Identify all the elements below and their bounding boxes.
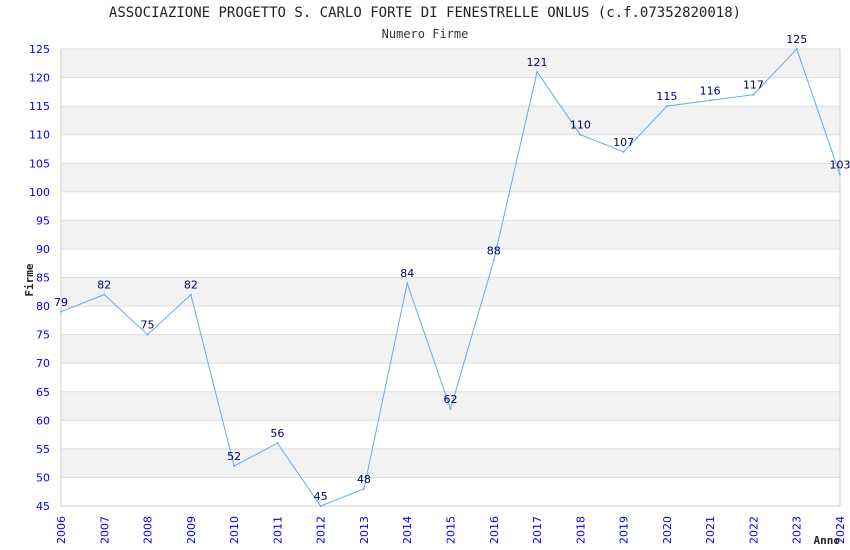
x-tick-label: 2013 (358, 516, 371, 544)
grid-band (61, 277, 840, 307)
data-label: 110 (570, 119, 591, 132)
data-point (795, 48, 798, 50)
data-label: 79 (54, 296, 68, 309)
x-tick-label: 2015 (445, 516, 458, 544)
y-tick-label: 80 (36, 300, 50, 313)
data-point (319, 505, 322, 507)
x-tick-label: 2023 (791, 516, 804, 544)
y-tick-label: 85 (36, 272, 50, 285)
y-tick-label: 100 (29, 186, 50, 199)
grid-band (61, 163, 840, 192)
data-point (146, 333, 149, 336)
x-tick-label: 2022 (747, 516, 760, 544)
data-point (449, 407, 452, 410)
data-point (276, 442, 279, 445)
data-label: 48 (357, 473, 371, 486)
y-tick-label: 115 (29, 100, 50, 113)
data-label: 82 (184, 279, 198, 292)
y-tick-label: 45 (36, 500, 50, 513)
x-tick-label: 2020 (661, 516, 674, 544)
y-tick-label: 105 (29, 157, 50, 170)
data-label: 75 (141, 319, 155, 332)
data-label: 45 (314, 490, 328, 503)
x-tick-label: 2024 (834, 516, 847, 544)
grid-band (61, 248, 840, 278)
x-tick-label: 2021 (704, 516, 717, 544)
x-tick-label: 2019 (618, 516, 631, 544)
data-point (189, 293, 192, 296)
x-tick-label: 2007 (98, 516, 111, 544)
y-tick-label: 50 (36, 471, 50, 484)
data-label: 117 (743, 79, 764, 92)
grid-band (61, 448, 840, 478)
x-tick-label: 2017 (531, 516, 544, 544)
grid-band (61, 420, 840, 449)
data-label: 115 (656, 90, 677, 103)
x-tick-label: 2018 (574, 516, 587, 544)
y-tick-label: 60 (36, 414, 50, 427)
y-tick-label: 120 (29, 72, 50, 85)
data-label: 121 (527, 56, 548, 69)
grid-band (61, 106, 840, 135)
grid-band (61, 306, 840, 335)
y-tick-label: 70 (36, 357, 50, 370)
y-tick-label: 75 (36, 329, 50, 342)
data-label: 52 (227, 450, 241, 463)
y-tick-label: 95 (36, 214, 50, 227)
data-point (709, 99, 712, 102)
data-label: 84 (400, 267, 414, 280)
x-tick-label: 2011 (271, 516, 284, 544)
data-label: 125 (786, 33, 807, 46)
y-tick-label: 110 (29, 129, 50, 142)
chart-subtitle: Numero Firme (381, 27, 469, 41)
y-tick-label: 65 (36, 386, 50, 399)
x-tick-label: 2016 (488, 516, 501, 544)
y-tick-label: 55 (36, 443, 50, 456)
grid-band (61, 134, 840, 164)
y-tick-label: 125 (29, 43, 50, 56)
grid-band (61, 220, 840, 249)
data-point (622, 150, 625, 153)
grid-band (61, 77, 840, 107)
data-point (60, 310, 62, 313)
data-point (665, 105, 668, 108)
data-point (579, 133, 582, 136)
x-tick-label: 2009 (185, 516, 198, 544)
data-point (233, 465, 236, 468)
grid-band (61, 334, 840, 364)
grid-band (61, 391, 840, 421)
data-label: 56 (270, 427, 284, 440)
data-label: 107 (613, 136, 634, 149)
data-point (103, 293, 106, 296)
x-tick-label: 2012 (315, 516, 328, 544)
data-label: 103 (830, 159, 850, 172)
x-tick-label: 2008 (142, 516, 155, 544)
data-point (536, 70, 539, 73)
x-tick-label: 2014 (401, 516, 414, 544)
data-point (406, 282, 409, 285)
grid-band (61, 191, 840, 221)
grid-band (61, 477, 840, 506)
data-label: 62 (444, 393, 458, 406)
data-label: 82 (97, 279, 111, 292)
x-axis-label: Anno (814, 534, 841, 547)
y-tick-label: 90 (36, 243, 50, 256)
data-point (492, 259, 495, 262)
data-point (362, 487, 365, 490)
data-point (752, 93, 755, 96)
data-label: 116 (700, 84, 721, 97)
grid-band (61, 49, 840, 78)
x-tick-label: 2010 (228, 516, 241, 544)
data-point (839, 173, 841, 176)
x-tick-label: 2006 (55, 516, 68, 544)
data-label: 88 (487, 244, 501, 257)
chart-title: ASSOCIAZIONE PROGETTO S. CARLO FORTE DI … (108, 5, 742, 21)
y-axis-label: Firme (23, 263, 36, 296)
grid-band (61, 363, 840, 392)
